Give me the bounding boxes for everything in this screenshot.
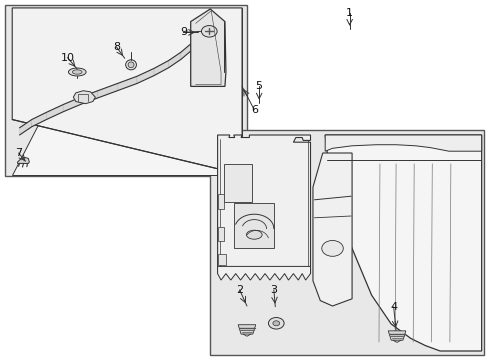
- Polygon shape: [224, 164, 251, 202]
- Polygon shape: [217, 135, 310, 274]
- Text: 5: 5: [255, 81, 262, 91]
- Circle shape: [272, 321, 279, 326]
- Text: 9: 9: [180, 27, 186, 37]
- Polygon shape: [73, 91, 95, 104]
- Polygon shape: [217, 266, 310, 280]
- Polygon shape: [195, 30, 199, 44]
- Polygon shape: [117, 76, 137, 91]
- Polygon shape: [190, 9, 225, 86]
- Text: 3: 3: [270, 285, 277, 295]
- Polygon shape: [190, 37, 195, 51]
- Polygon shape: [387, 331, 405, 340]
- Polygon shape: [98, 84, 117, 98]
- Polygon shape: [18, 157, 29, 163]
- Ellipse shape: [246, 230, 262, 239]
- Bar: [210, 130, 483, 355]
- Ellipse shape: [72, 70, 82, 74]
- Polygon shape: [217, 227, 224, 241]
- Polygon shape: [154, 60, 168, 76]
- Text: 7: 7: [15, 148, 22, 158]
- Polygon shape: [238, 325, 255, 334]
- Polygon shape: [168, 52, 181, 68]
- Polygon shape: [217, 254, 225, 265]
- Polygon shape: [20, 120, 32, 135]
- Polygon shape: [46, 104, 63, 120]
- Ellipse shape: [125, 60, 136, 70]
- Circle shape: [268, 318, 284, 329]
- Text: 1: 1: [346, 8, 352, 18]
- Bar: [5, 5, 246, 176]
- Polygon shape: [12, 8, 242, 175]
- Polygon shape: [217, 194, 224, 209]
- Polygon shape: [325, 135, 481, 151]
- Circle shape: [201, 26, 217, 37]
- Polygon shape: [199, 23, 201, 36]
- Text: 10: 10: [61, 53, 74, 63]
- Polygon shape: [32, 112, 46, 127]
- Polygon shape: [137, 68, 154, 84]
- Ellipse shape: [68, 68, 86, 76]
- Polygon shape: [325, 135, 481, 351]
- Text: 8: 8: [113, 42, 120, 52]
- Text: 6: 6: [250, 105, 257, 115]
- Polygon shape: [312, 153, 351, 306]
- Text: 4: 4: [389, 302, 396, 312]
- Text: 2: 2: [236, 285, 243, 295]
- Ellipse shape: [128, 62, 134, 68]
- Polygon shape: [81, 91, 98, 104]
- Polygon shape: [181, 44, 190, 59]
- Circle shape: [321, 240, 343, 256]
- Polygon shape: [63, 97, 81, 112]
- Polygon shape: [12, 8, 242, 175]
- Polygon shape: [233, 203, 273, 248]
